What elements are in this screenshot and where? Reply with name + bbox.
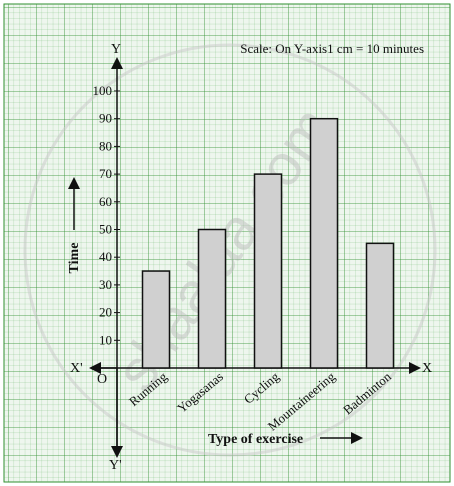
y-axis-letter: Y [111, 42, 121, 57]
x-axis-letter: X [422, 361, 432, 376]
y-tick-label: 50 [99, 222, 112, 237]
bar-mountaineering [309, 117, 339, 369]
y-tick-label: 10 [99, 332, 112, 347]
bar-badminton [365, 242, 395, 369]
y-tick-label: 100 [93, 83, 113, 98]
origin-label: O [97, 372, 107, 387]
bars-group [141, 117, 395, 369]
y-tick-label: 80 [99, 138, 112, 153]
y-ticks-group: 10 20 30 40 50 60 70 80 90 100 [93, 83, 120, 347]
bar-running [141, 270, 171, 369]
y-tick-label: 30 [99, 277, 112, 292]
x-neg-axis-letter: X' [70, 361, 83, 376]
y-tick-label: 60 [99, 194, 112, 209]
y-tick-label: 90 [99, 111, 112, 126]
y-axis-title: Time [67, 243, 82, 274]
x-axis-title: Type of exercise [208, 432, 303, 447]
scale-note: Scale: On Y-axis1 cm = 10 minutes [240, 41, 424, 56]
bar-yogasanas [197, 228, 227, 369]
y-neg-axis-letter: Y' [109, 458, 122, 473]
y-tick-label: 70 [99, 166, 112, 181]
bar-cycling [253, 173, 283, 369]
watermark-circle [23, 43, 437, 457]
y-tick-label: 40 [99, 249, 112, 264]
y-tick-label: 20 [99, 305, 112, 320]
